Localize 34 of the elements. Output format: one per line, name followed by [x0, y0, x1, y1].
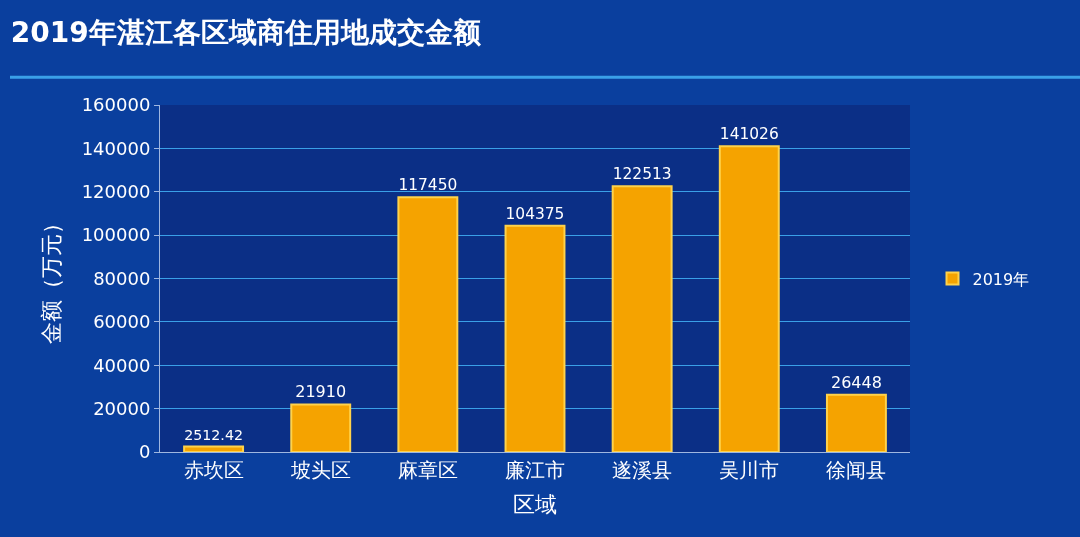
y-tick-label: 60000 — [93, 311, 151, 333]
y-tick-label: 80000 — [93, 267, 151, 289]
data-label: 104375 — [505, 204, 565, 223]
y-tick-label: 100000 — [81, 224, 151, 246]
x-axis-title: 区域 — [513, 491, 557, 517]
x-tick-label: 麻章区 — [397, 458, 458, 482]
y-tick-label: 140000 — [81, 137, 151, 159]
data-label: 26448 — [830, 372, 882, 392]
bar — [718, 145, 780, 452]
x-tick-label: 廉江市 — [505, 458, 565, 482]
x-tick-label: 坡头区 — [289, 458, 351, 482]
x-tick-label: 遂溪县 — [612, 458, 673, 482]
bar — [397, 196, 459, 452]
data-label: 117450 — [398, 176, 458, 195]
y-tick-label: 160000 — [81, 94, 151, 116]
data-label: 122513 — [612, 165, 672, 184]
bar — [504, 224, 566, 452]
data-label: 141026 — [719, 125, 779, 144]
bar — [290, 403, 352, 452]
legend-label: 2019年 — [972, 269, 1030, 289]
y-tick-label: 40000 — [93, 354, 151, 376]
bar — [825, 393, 887, 452]
y-tick-label: 0 — [138, 441, 151, 463]
y-tick-label: 120000 — [81, 181, 151, 203]
x-tick-label: 赤坎区 — [183, 458, 244, 482]
chart-title: 2019年湛江各区域商住用地成交金额 — [10, 16, 482, 50]
data-label: 2512.42 — [184, 426, 244, 443]
x-tick-label: 徐闻县 — [826, 458, 887, 482]
x-tick-label: 吴川市 — [719, 458, 780, 482]
bar — [611, 185, 673, 452]
data-label: 21910 — [295, 382, 347, 402]
bar — [183, 445, 245, 452]
y-tick-label: 20000 — [93, 397, 151, 419]
y-axis-title: 金额（万元） — [39, 212, 65, 345]
